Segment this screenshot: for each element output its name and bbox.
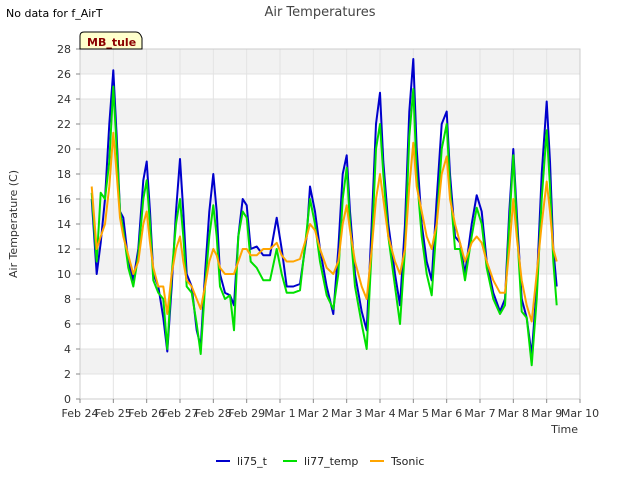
series-line-li75-t (90, 58, 558, 357)
legend-label: li75_t (237, 455, 268, 468)
legend-label: Tsonic (390, 455, 424, 468)
x-tick-label: Feb 28 (195, 407, 232, 420)
y-tick-label: 6 (64, 318, 71, 331)
y-tick-label: 26 (57, 68, 71, 81)
series-layer (90, 58, 558, 367)
y-tick-label: 14 (57, 218, 71, 231)
background-band (80, 49, 580, 74)
y-tick-label: 0 (64, 393, 71, 406)
site-badge-box (79, 31, 143, 50)
y-tick-label: 12 (57, 243, 71, 256)
legend-label: li77_temp (304, 455, 358, 468)
background-band (80, 199, 580, 224)
y-tick-label: 24 (57, 93, 71, 106)
background-band (80, 149, 580, 174)
x-tick-label: Mar 8 (498, 407, 529, 420)
series-line-tsonic (90, 131, 558, 323)
x-tick-label: Mar 5 (398, 407, 429, 420)
x-tick-label: Feb 29 (228, 407, 265, 420)
x-tick-label: Mar 6 (431, 407, 462, 420)
chart-legend: li75_t li77_temp Tsonic (216, 455, 424, 468)
x-tick-label: Mar 2 (298, 407, 329, 420)
x-tick-label: Mar 3 (331, 407, 362, 420)
y-tick-label: 22 (57, 118, 71, 131)
chart-background-bands (80, 49, 580, 374)
y-tick-label: 10 (57, 268, 71, 281)
x-axis-label: Time (550, 423, 578, 436)
y-tick-label: 8 (64, 293, 71, 306)
y-tick-label: 28 (57, 43, 71, 56)
site-badge-label: MB_tule (87, 36, 136, 49)
site-badge: MB_tule (79, 31, 143, 50)
x-tick-label: Mar 10 (561, 407, 599, 420)
x-tick-label: Mar 9 (531, 407, 562, 420)
y-axis-label: Air Temperature (C) (7, 170, 20, 278)
x-tick-label: Feb 26 (128, 407, 165, 420)
y-tick-label: 4 (64, 343, 71, 356)
x-tick-label: Mar 4 (364, 407, 395, 420)
no-data-message: No data for f_AirT (6, 7, 103, 20)
chart-title: Air Temperatures (264, 5, 375, 20)
x-tick-label: Feb 27 (162, 407, 199, 420)
x-tick-label: Mar 1 (264, 407, 295, 420)
background-band (80, 99, 580, 124)
x-tick-label: Mar 7 (464, 407, 495, 420)
x-tick-label: Feb 24 (62, 407, 99, 420)
y-tick-label: 16 (57, 193, 71, 206)
background-band (80, 349, 580, 374)
y-tick-label: 2 (64, 368, 71, 381)
y-tick-label: 18 (57, 168, 71, 181)
x-tick-label: Feb 25 (95, 407, 132, 420)
y-tick-label: 20 (57, 143, 71, 156)
